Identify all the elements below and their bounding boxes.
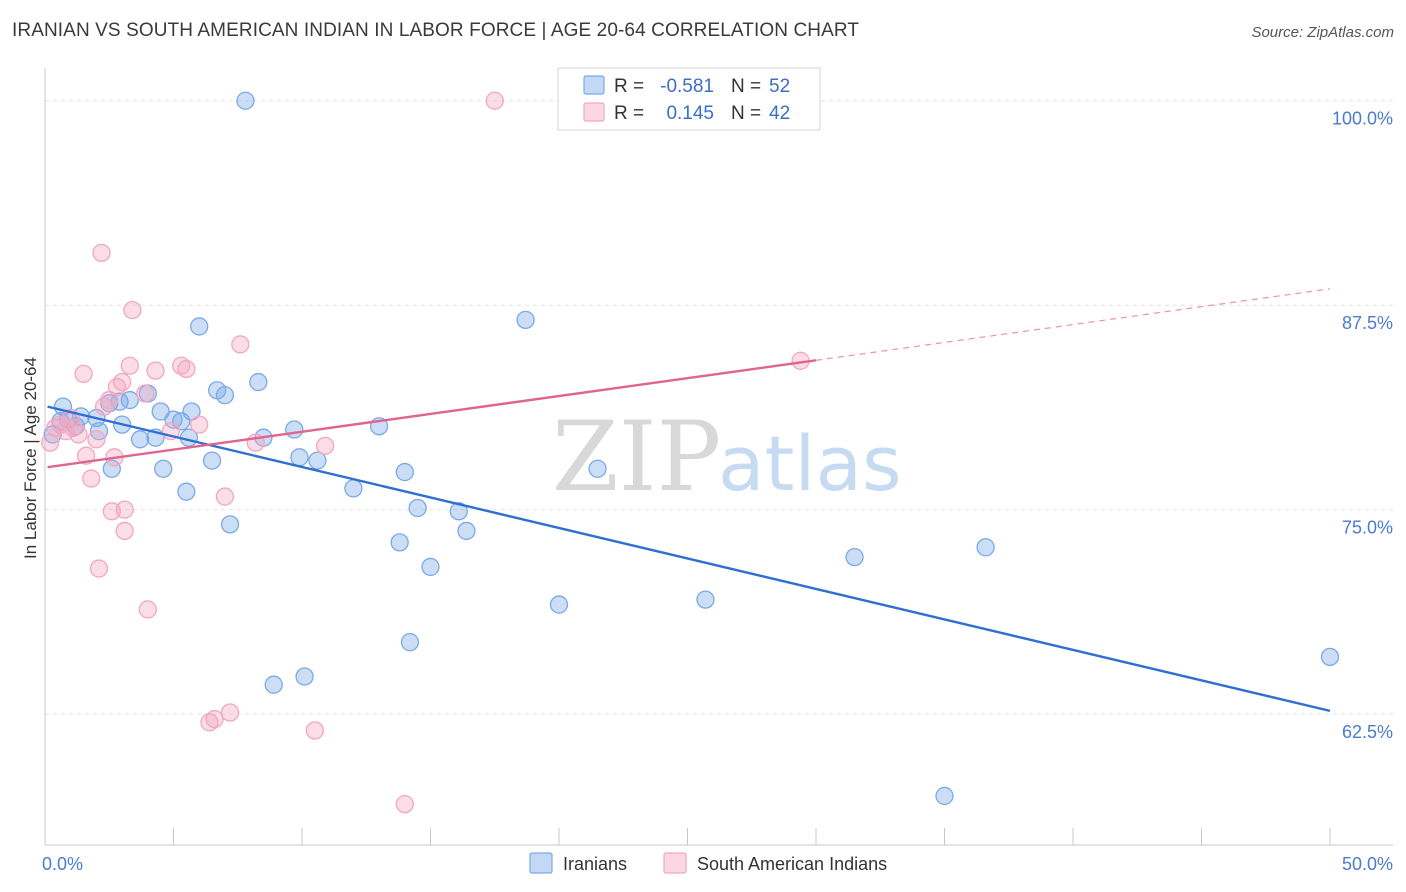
legend-frame — [557, 67, 821, 131]
point-south-american-indians — [146, 361, 165, 380]
point-iranians — [102, 459, 121, 478]
point-iranians — [130, 430, 150, 449]
legend-r-label: R = — [614, 103, 644, 124]
point-iranians — [308, 451, 327, 470]
point-south-american-indians — [69, 425, 88, 444]
point-south-american-indians — [107, 377, 127, 397]
point-iranians — [264, 675, 283, 694]
point-south-american-indians — [112, 372, 132, 392]
point-iranians — [395, 462, 414, 482]
legend-r-value: 0.145 — [666, 103, 714, 124]
point-iranians — [421, 557, 440, 577]
point-south-american-indians — [177, 359, 196, 379]
watermark-zip: ZIP — [552, 401, 721, 513]
point-south-american-indians — [205, 709, 224, 729]
point-iranians — [457, 521, 476, 541]
point-south-american-indians — [120, 356, 139, 375]
point-iranians — [236, 91, 255, 110]
legend-swatch — [583, 75, 605, 95]
point-iranians — [696, 590, 715, 609]
y-tick-label: 100.0% — [1332, 109, 1393, 129]
point-south-american-indians — [92, 243, 111, 262]
point-south-american-indians — [87, 430, 106, 449]
point-iranians — [1320, 647, 1340, 667]
point-iranians — [516, 310, 535, 330]
legend-n-label: N = — [731, 103, 761, 124]
point-south-american-indians — [231, 335, 250, 354]
point-iranians — [202, 451, 222, 470]
point-south-american-indians — [485, 91, 504, 110]
chart-title: IRANIAN VS SOUTH AMERICAN INDIAN IN LABO… — [12, 20, 860, 41]
bottom-legend-swatch — [663, 852, 687, 874]
bottom-legend: Iranians South American Indians — [529, 852, 887, 874]
point-south-american-indians — [172, 356, 191, 375]
point-iranians — [249, 372, 268, 392]
point-iranians — [190, 317, 209, 336]
point-south-american-indians — [74, 364, 93, 384]
point-iranians — [215, 386, 235, 405]
trend-lines — [47, 288, 1331, 713]
legend-n-label: N = — [731, 76, 761, 97]
point-south-american-indians — [46, 418, 65, 438]
tick-labels: 100.0% 87.5% 75.0% 62.5% 0.0% 50.0% — [42, 109, 1393, 874]
point-iranians — [177, 482, 196, 501]
point-south-american-indians — [123, 300, 142, 320]
x-tick-label: 0.0% — [42, 854, 83, 874]
trend-line-south-american-indians — [47, 359, 817, 469]
point-south-american-indians — [138, 600, 157, 619]
point-iranians — [845, 547, 864, 567]
point-iranians — [295, 667, 314, 686]
point-south-american-indians — [115, 521, 134, 541]
point-south-american-indians — [89, 559, 109, 578]
trend-line-iranians — [47, 405, 1331, 713]
chart-source: Source: ZipAtlas.com — [1251, 24, 1394, 41]
point-south-american-indians — [115, 500, 134, 519]
point-iranians — [120, 390, 139, 410]
point-iranians — [408, 498, 427, 518]
point-south-american-indians — [82, 469, 101, 488]
legend-r-label: R = — [614, 76, 644, 97]
watermark: ZIP atlas — [552, 401, 902, 513]
y-tick-label: 87.5% — [1342, 313, 1393, 333]
point-iranians — [220, 515, 240, 534]
legend-box: R = -0.581 N = 52 R = 0.145 N = 42 — [557, 67, 821, 131]
watermark-atlas: atlas — [718, 419, 902, 508]
point-south-american-indians — [76, 446, 96, 465]
point-iranians — [400, 633, 420, 652]
y-tick-label: 75.0% — [1342, 518, 1393, 538]
legend-r-value: -0.581 — [660, 76, 714, 97]
bottom-legend-label: South American Indians — [697, 854, 887, 874]
point-iranians — [344, 479, 363, 498]
x-tick-label: 50.0% — [1342, 854, 1393, 874]
point-iranians — [151, 402, 170, 421]
point-iranians — [154, 459, 173, 478]
point-south-american-indians — [215, 487, 235, 506]
y-tick-label: 62.5% — [1342, 722, 1393, 742]
point-iranians — [549, 595, 569, 614]
legend-n-value: 42 — [769, 103, 790, 124]
bottom-legend-swatch — [529, 852, 553, 874]
point-iranians — [588, 459, 607, 478]
point-iranians — [976, 538, 995, 557]
point-south-american-indians — [305, 721, 325, 740]
bottom-legend-label: Iranians — [563, 854, 627, 874]
point-iranians — [449, 502, 468, 521]
point-iranians — [935, 786, 954, 806]
point-iranians — [290, 448, 309, 467]
point-iranians — [390, 533, 409, 552]
point-south-american-indians — [315, 436, 335, 456]
point-south-american-indians — [395, 794, 414, 814]
point-south-american-indians — [136, 384, 155, 403]
point-south-american-indians — [200, 713, 219, 732]
legend-swatch — [583, 102, 605, 122]
axes — [44, 68, 1393, 846]
point-south-american-indians — [190, 415, 209, 434]
point-south-american-indians — [220, 703, 240, 722]
point-iranians — [285, 420, 304, 439]
trend-line-extension — [815, 288, 1331, 361]
legend-n-value: 52 — [769, 76, 790, 97]
y-axis-label: In Labor Force | Age 20-64 — [21, 357, 40, 559]
